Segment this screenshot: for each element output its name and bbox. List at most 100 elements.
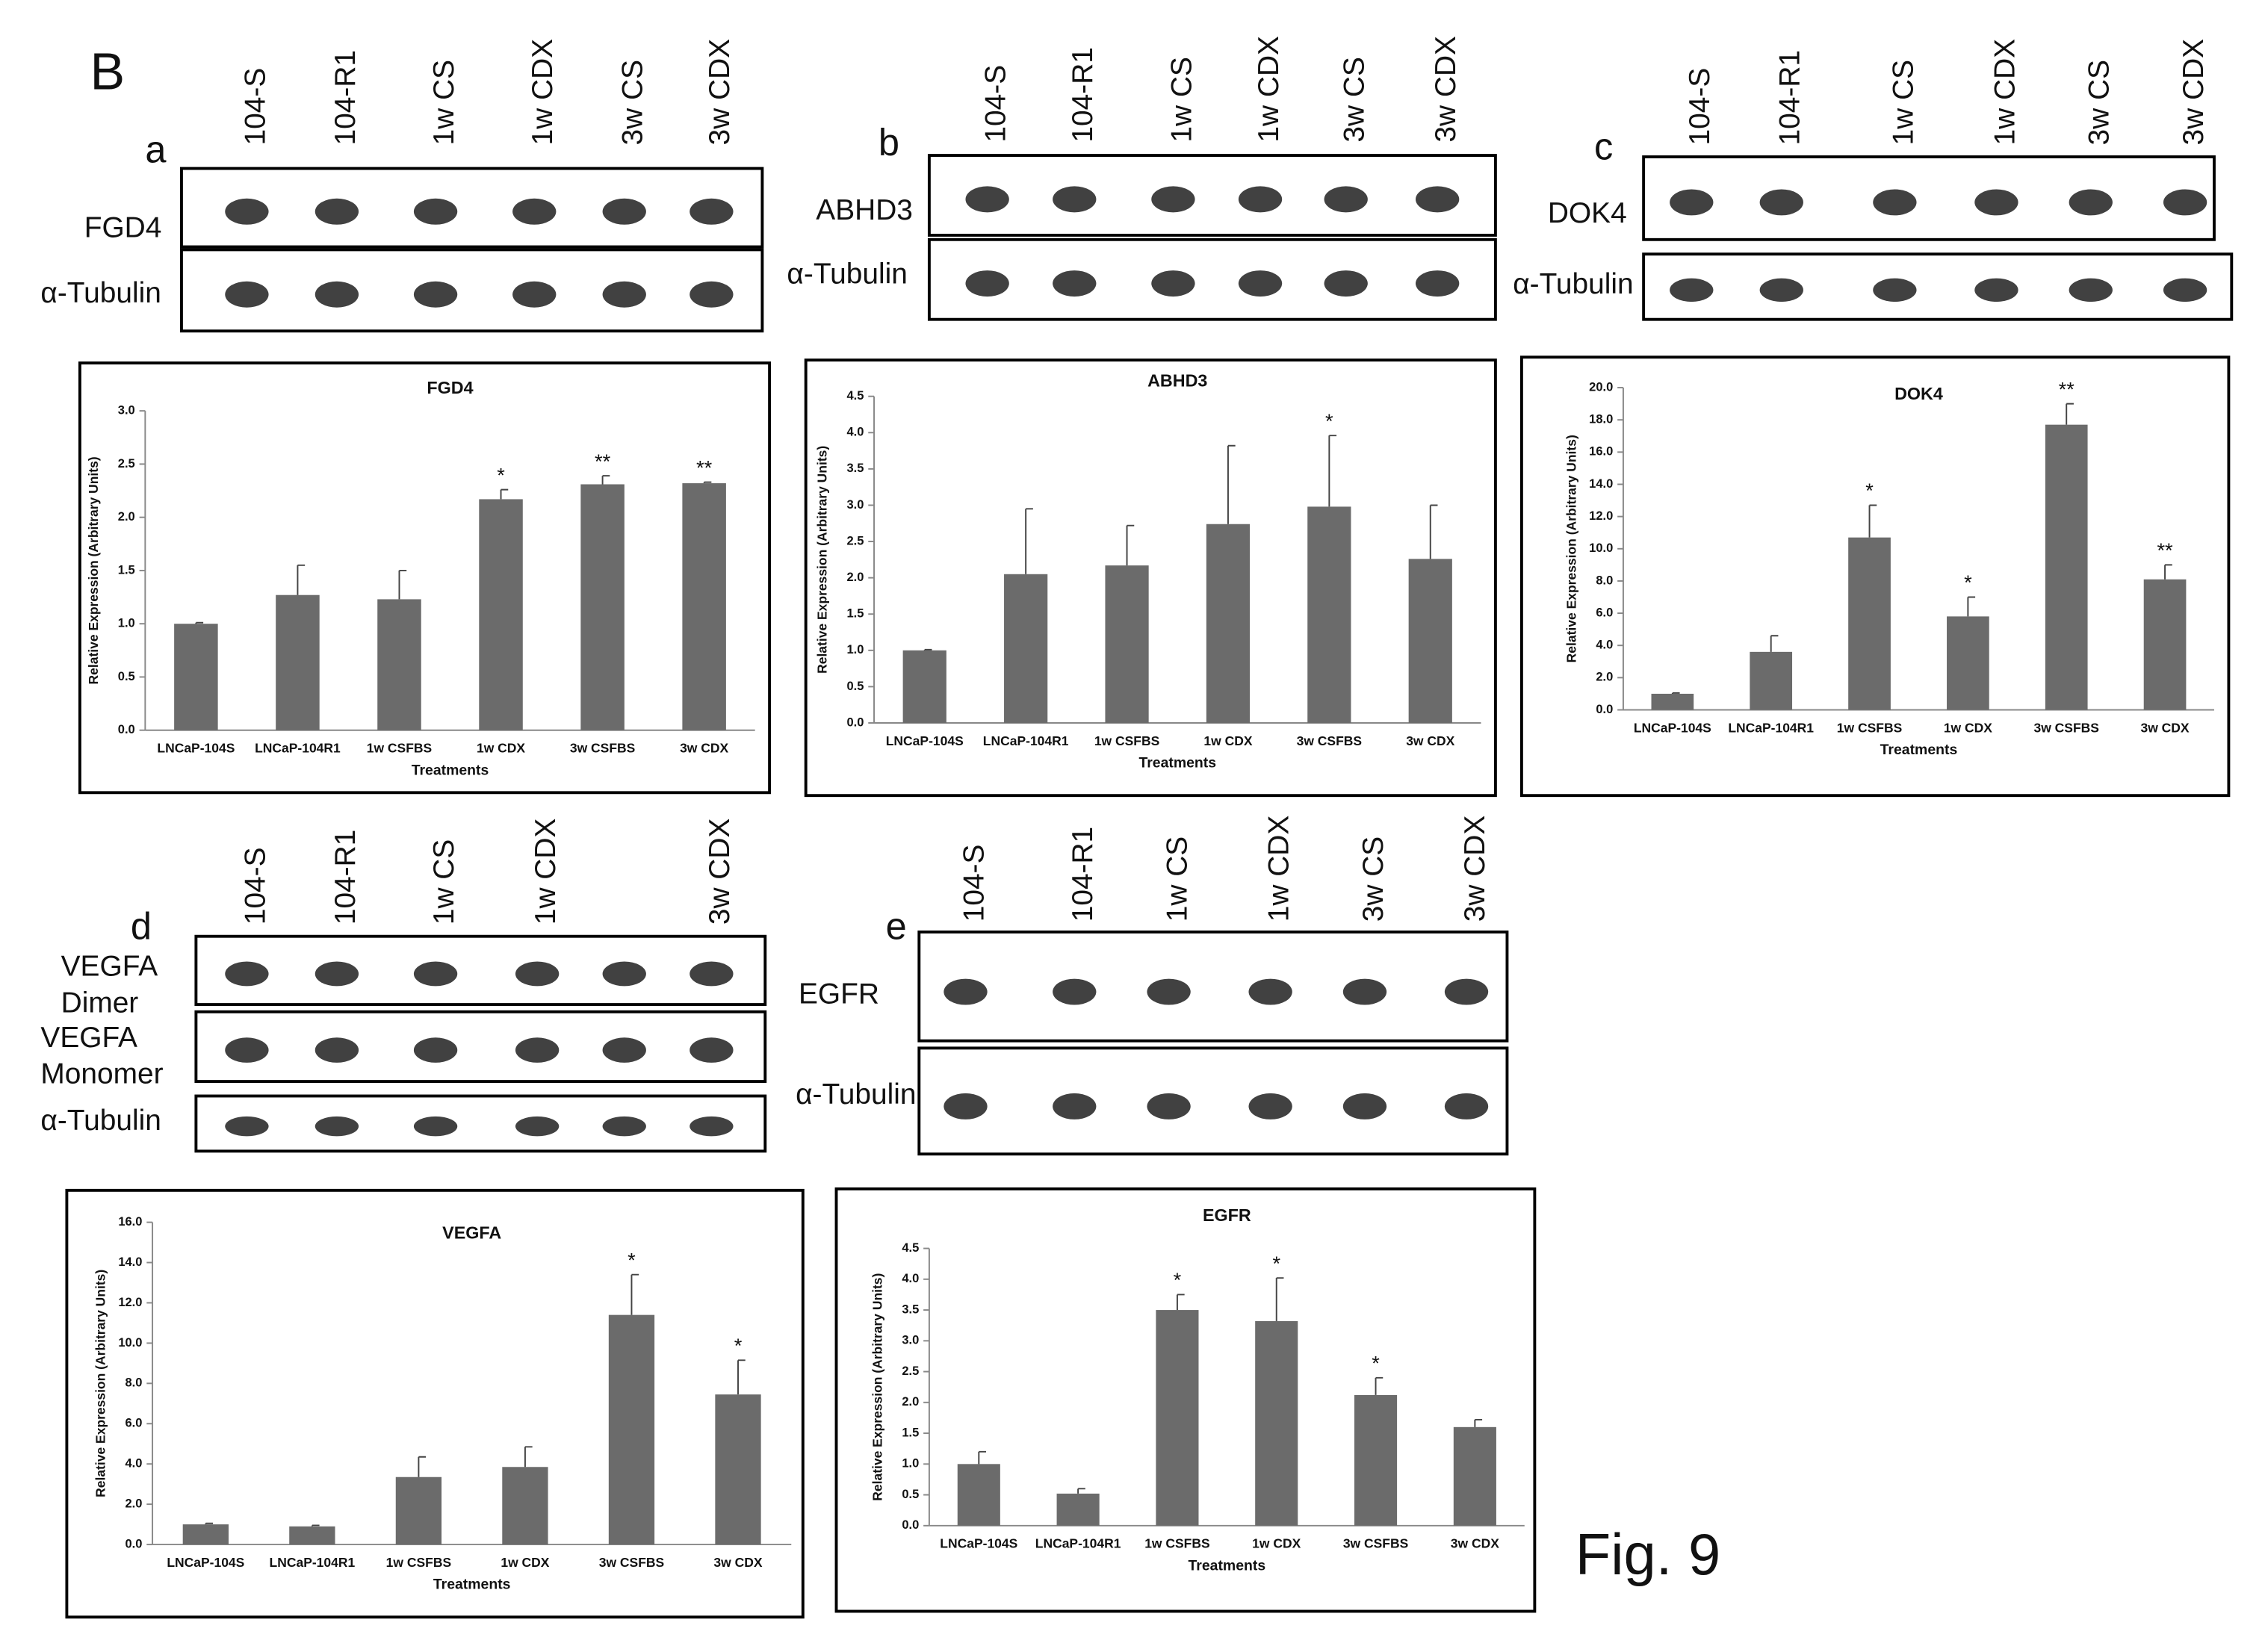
blot-band <box>413 1116 458 1137</box>
y-tick-label: 4.5 <box>902 1240 919 1255</box>
lane-label: 1w CDX <box>1263 816 1295 922</box>
blot-band <box>690 1037 734 1063</box>
blot-band <box>1147 1093 1191 1120</box>
bar <box>1750 651 1793 710</box>
blot-band <box>1342 978 1387 1005</box>
lane-label: 104-S <box>239 847 271 925</box>
row-label: α-Tubulin <box>796 1078 916 1111</box>
x-tick-label: 3w CSFBS <box>570 741 635 756</box>
blot-band <box>225 961 269 987</box>
bar <box>1255 1320 1298 1526</box>
blot-frame <box>194 1094 767 1153</box>
lane-label: 104-R1 <box>1067 47 1099 142</box>
bar <box>395 1476 442 1545</box>
x-tick-label: LNCaP-104S <box>157 741 235 756</box>
blot-band <box>1342 1093 1387 1120</box>
x-tick-label: LNCaP-104R1 <box>1728 720 1814 735</box>
blot-band <box>1670 189 1714 216</box>
blot-frame <box>927 154 1497 237</box>
bar <box>1004 574 1048 724</box>
y-tick-label: 10.0 <box>1589 541 1613 555</box>
blot-band <box>2069 278 2113 302</box>
error-bar <box>1275 1277 1284 1321</box>
blot-band <box>315 961 359 987</box>
bar <box>2045 424 2088 710</box>
blot-band <box>602 1037 646 1063</box>
blot-band <box>515 1116 560 1137</box>
row-label: α-Tubulin <box>787 258 907 291</box>
blot-band <box>1873 278 1917 302</box>
lane-label: 3w CDX <box>704 819 736 925</box>
blot-frame <box>194 1010 767 1084</box>
significance: * <box>628 1248 636 1271</box>
significance: ** <box>696 456 713 479</box>
y-tick-label: 14.0 <box>1589 476 1613 491</box>
y-tick-label: 6.0 <box>126 1416 143 1430</box>
panel-letter: c <box>1594 125 1613 168</box>
blot-band <box>1759 278 1803 302</box>
chart-frame <box>834 1187 1537 1613</box>
lane-label: 1w CDX <box>530 819 562 925</box>
y-tick-label: 3.0 <box>118 403 135 417</box>
panel-letter: e <box>886 904 907 947</box>
blot-frame <box>180 248 764 333</box>
blot-band <box>602 281 646 308</box>
x-axis-label: Treatments <box>1138 755 1216 771</box>
significance: * <box>1964 571 1972 594</box>
bar <box>1056 1493 1100 1526</box>
significance: * <box>1372 1352 1380 1375</box>
lane-label: 104-R1 <box>1774 50 1806 145</box>
chart-frame <box>804 358 1497 798</box>
blot-band <box>515 961 560 987</box>
lane-label: 1w CS <box>1887 60 1919 145</box>
lane-label: 3w CS <box>1357 836 1389 922</box>
blot-band <box>1053 186 1097 213</box>
y-tick-label: 2.0 <box>902 1394 919 1409</box>
y-tick-label: 1.5 <box>846 606 864 621</box>
caption: Fig. 9 <box>1575 1523 1720 1587</box>
blot-band <box>1974 189 2018 216</box>
row-label: VEGFA <box>61 951 158 983</box>
y-axis-label: Relative Expression (Arbitrary Units) <box>870 1273 884 1501</box>
y-tick-label: 16.0 <box>1589 444 1613 459</box>
lane-label: 1w CS <box>428 60 460 145</box>
error-bar <box>1967 596 1976 617</box>
error-bar <box>1227 444 1236 524</box>
x-axis-label: Treatments <box>433 1577 511 1593</box>
bar <box>1453 1426 1496 1526</box>
x-axis-label: Treatments <box>1880 742 1958 758</box>
error-bar <box>703 481 712 484</box>
lane-label: 1w CS <box>1161 836 1193 922</box>
blot-band <box>1324 186 1368 213</box>
y-tick-label: 0.5 <box>118 669 135 683</box>
y-tick-label: 0.0 <box>846 715 864 729</box>
blot-band <box>1670 278 1714 302</box>
blot-frame <box>194 934 767 1007</box>
y-tick-label: 6.0 <box>1596 605 1613 619</box>
blot-band <box>602 198 646 225</box>
significance: * <box>734 1334 743 1357</box>
error-bar <box>1868 504 1877 538</box>
panel-letter: b <box>879 121 899 164</box>
y-tick-label: 0.0 <box>902 1518 919 1532</box>
error-bar <box>1429 504 1438 559</box>
x-tick-label: LNCaP-104R1 <box>270 1555 356 1570</box>
error-bar <box>297 564 306 595</box>
row-label: DOK4 <box>1548 197 1627 229</box>
significance: * <box>1325 409 1333 432</box>
blot-band <box>1053 270 1097 297</box>
blot-frame <box>1642 252 2234 321</box>
y-tick-label: 4.5 <box>846 388 864 403</box>
error-bar <box>1077 1488 1085 1494</box>
row-label: Dimer <box>61 987 139 1019</box>
error-bar <box>1025 508 1033 574</box>
significance: * <box>1272 1252 1280 1275</box>
y-axis-label: Relative Expression (Arbitrary Units) <box>1564 435 1579 662</box>
y-tick-label: 0.5 <box>846 679 864 693</box>
bar <box>1408 559 1452 724</box>
x-axis-label: Treatments <box>412 762 489 778</box>
chart-frame <box>78 361 772 795</box>
blot-band <box>690 961 734 987</box>
x-tick-label: 1w CSFBS <box>386 1555 451 1570</box>
error-bar <box>1770 635 1779 652</box>
